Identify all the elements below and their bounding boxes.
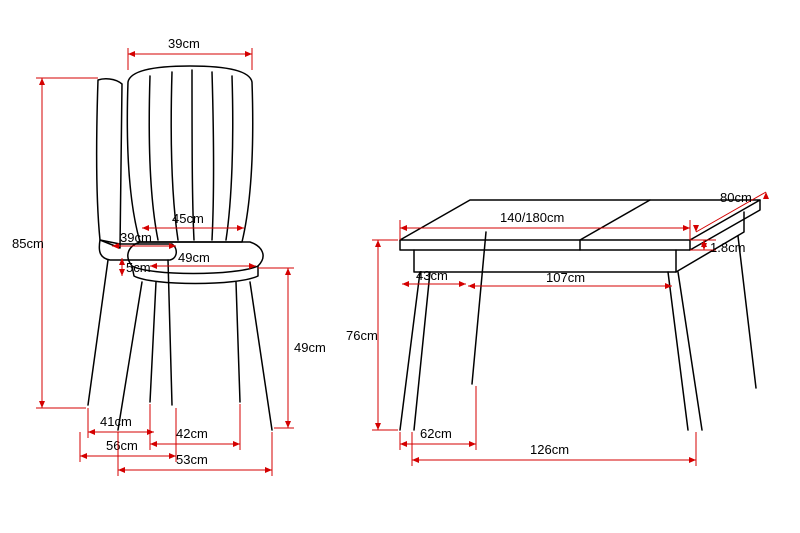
svg-text:43cm: 43cm [416,268,448,283]
chair-front-outline [118,66,272,430]
svg-text:62cm: 62cm [420,426,452,441]
svg-text:76cm: 76cm [346,328,378,343]
table-outline [400,200,760,430]
svg-text:41cm: 41cm [100,414,132,429]
chair-dimensions: 39cm 85cm 45cm 39cm [12,36,326,476]
svg-text:42cm: 42cm [176,426,208,441]
furniture-dimension-diagram: 39cm 85cm 45cm 39cm [0,0,800,533]
chair-drawing: 39cm 85cm 45cm 39cm [12,36,326,476]
svg-text:140/180cm: 140/180cm [500,210,564,225]
table-drawing: 140/180cm 80cm 1.8cm 43cm [346,190,769,466]
dim-table-total-height: 76cm [346,240,398,430]
svg-text:1.8cm: 1.8cm [710,240,745,255]
svg-text:39cm: 39cm [168,36,200,51]
svg-text:53cm: 53cm [176,452,208,467]
svg-text:45cm: 45cm [172,211,204,226]
svg-text:39cm: 39cm [120,230,152,245]
svg-text:56cm: 56cm [106,438,138,453]
dim-chair-top-width: 39cm [128,36,252,70]
dim-chair-front-leg-span: 42cm [150,404,240,450]
dim-chair-seat-short: 39cm [112,230,176,249]
dim-table-thickness: 1.8cm [690,240,745,255]
svg-text:49cm: 49cm [178,250,210,265]
dim-chair-total-height: 85cm [12,78,98,408]
dim-table-apron-span: 107cm [468,270,672,289]
svg-text:80cm: 80cm [720,190,752,205]
svg-text:85cm: 85cm [12,236,44,251]
svg-text:5cm: 5cm [126,260,151,275]
dim-table-leg-depth: 62cm [400,386,476,450]
dim-table-apron-inset: 43cm [402,268,466,287]
dim-table-leg-length: 126cm [412,432,696,466]
svg-text:49cm: 49cm [294,340,326,355]
svg-text:107cm: 107cm [546,270,585,285]
svg-text:126cm: 126cm [530,442,569,457]
